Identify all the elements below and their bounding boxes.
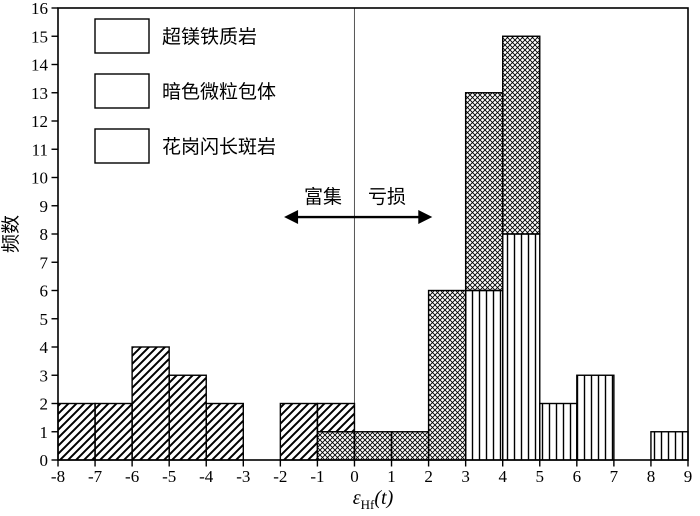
x-tick-label: 5: [536, 467, 545, 486]
bar-segment: [168, 374, 207, 461]
x-axis-ticks: -8 -7 -6 -5 -4 -3 -2 -1 0 1 2 3 4 5 6 7 8 9: [51, 460, 692, 486]
bar-segment: [57, 402, 96, 461]
bar-segment: [353, 431, 393, 461]
y-axis-title: 频数: [0, 215, 22, 253]
bar-segment: [502, 35, 541, 235]
legend: 超镁铁质岩 暗色微粒包体 花岗闪长斑岩: [94, 18, 276, 164]
legend-label: 花岗闪长斑岩: [162, 136, 276, 158]
legend-item: 超镁铁质岩: [94, 18, 257, 54]
annotation-depleted: 亏损: [368, 186, 406, 208]
bar-segment: [576, 374, 615, 461]
bar-segment: [205, 402, 244, 461]
legend-label: 超镁铁质岩: [162, 26, 257, 48]
y-tick-label: 9: [40, 197, 49, 216]
x-tick-label: -6: [125, 467, 139, 486]
y-tick-label: 15: [31, 27, 48, 46]
x-tick-label: 3: [461, 467, 470, 486]
x-tick-label: 2: [424, 467, 433, 486]
y-tick-label: 16: [31, 0, 48, 18]
x-tick-label: -5: [162, 467, 176, 486]
histogram-bars: [57, 35, 689, 461]
legend-item: 花岗闪长斑岩: [94, 128, 276, 164]
bar-segment: [279, 402, 319, 461]
arrow-head-right: [418, 210, 433, 225]
y-tick-label: 4: [40, 338, 49, 357]
x-tick-label: -7: [88, 467, 103, 486]
arrow-head-left: [284, 210, 299, 225]
y-tick-label: 1: [40, 423, 49, 442]
bar-segment: [316, 431, 356, 461]
x-axis-title: εHf(t): [353, 487, 394, 512]
bar-segment: [539, 402, 578, 461]
bar-segment: [94, 402, 133, 461]
legend-label: 暗色微粒包体: [162, 81, 276, 103]
x-tick-label: 0: [350, 467, 359, 486]
x-tick-label: 8: [647, 467, 656, 486]
x-tick-label: 6: [573, 467, 582, 486]
x-tick-label: 1: [387, 467, 396, 486]
y-tick-label: 7: [40, 253, 49, 272]
legend-swatch: [94, 18, 150, 54]
x-tick-label: 9: [684, 467, 693, 486]
x-tick-label: 7: [610, 467, 619, 486]
bar-segment: [131, 346, 170, 461]
x-tick-label: 4: [498, 467, 507, 486]
y-tick-label: 3: [40, 366, 49, 385]
legend-item: 暗色微粒包体: [94, 73, 276, 109]
bar-segment: [427, 289, 467, 461]
y-tick-label: 0: [40, 451, 49, 470]
y-tick-label: 12: [31, 112, 48, 131]
enriched-depleted-arrow: [284, 210, 433, 225]
bar-segment: [464, 289, 504, 461]
x-tick-label: -2: [273, 467, 287, 486]
y-tick-label: 11: [32, 140, 48, 159]
x-tick-label: -8: [51, 467, 65, 486]
bar-segment: [502, 233, 541, 461]
bar-segment: [316, 402, 356, 433]
x-tick-label: -3: [236, 467, 250, 486]
y-tick-label: 5: [40, 310, 49, 329]
bar-segment: [650, 431, 689, 461]
bar-segment: [464, 92, 504, 292]
y-tick-label: 6: [40, 282, 49, 301]
y-tick-label: 10: [31, 169, 48, 188]
x-tick-label: -1: [310, 467, 324, 486]
y-tick-label: 2: [40, 395, 49, 414]
y-tick-label: 14: [31, 56, 49, 75]
legend-swatch: [94, 128, 150, 164]
y-tick-label: 8: [40, 225, 49, 244]
annotation-enriched: 富集: [304, 186, 342, 208]
y-tick-label: 13: [31, 84, 48, 103]
x-tick-label: -4: [199, 467, 214, 486]
bar-segment: [390, 431, 430, 461]
legend-swatch: [94, 73, 150, 109]
